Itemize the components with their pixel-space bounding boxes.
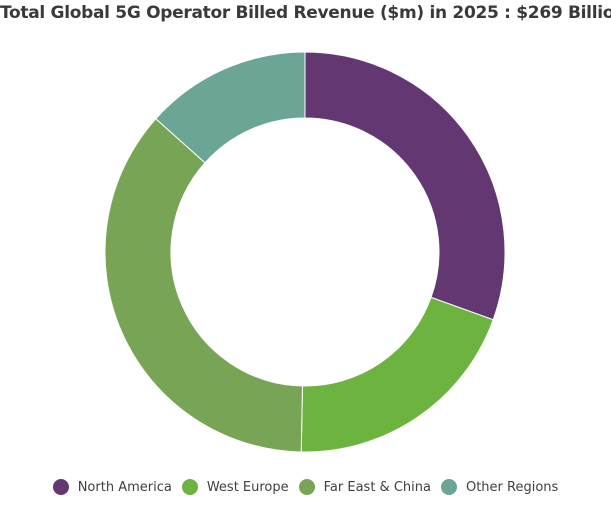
- chart-title: Total Global 5G Operator Billed Revenue …: [0, 3, 611, 23]
- legend-swatch-west-europe: [181, 479, 198, 495]
- legend-label-other-regions: Other Regions: [465, 479, 559, 495]
- legend-item-other-regions[interactable]: Other Regions: [440, 479, 559, 495]
- legend-label-far-east-china: Far East & China: [323, 479, 431, 495]
- donut-slice-other-regions[interactable]: [155, 51, 306, 164]
- legend-swatch-other-regions: [440, 479, 457, 495]
- legend-item-north-america[interactable]: North America: [52, 479, 172, 495]
- legend-label-west-europe: West Europe: [206, 479, 289, 495]
- legend-item-far-east-china[interactable]: Far East & China: [298, 479, 431, 495]
- donut-slices: [104, 51, 506, 453]
- chart-legend: North America West Europe Far East & Chi…: [0, 476, 611, 498]
- legend-item-west-europe[interactable]: West Europe: [181, 479, 289, 495]
- legend-label-north-america: North America: [77, 479, 172, 495]
- donut-chart: [104, 51, 506, 453]
- legend-swatch-far-east-china: [298, 479, 315, 495]
- donut-slice-west-europe[interactable]: [300, 296, 494, 453]
- donut-slice-far-east-china[interactable]: [104, 118, 303, 453]
- legend-swatch-north-america: [52, 479, 69, 495]
- donut-slice-north-america[interactable]: [304, 51, 506, 321]
